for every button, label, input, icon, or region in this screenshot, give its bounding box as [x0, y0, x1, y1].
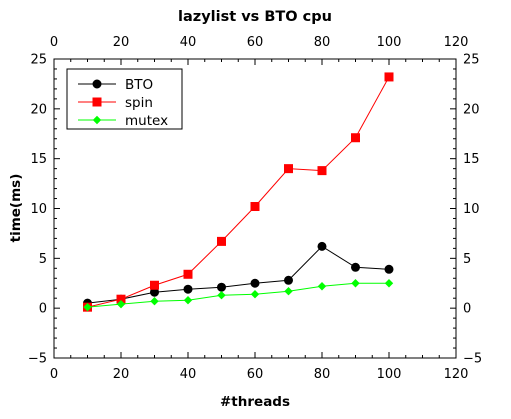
data-point-mutex: [183, 295, 193, 305]
data-point-mutex: [384, 279, 394, 288]
data-point-spin: [217, 236, 226, 246]
y-tick-label-left: 15: [30, 152, 47, 167]
legend: BTO spin mutex: [66, 68, 183, 130]
legend-item-spin: spin: [78, 95, 153, 111]
data-point-mutex: [351, 279, 360, 288]
legend-box: [66, 68, 183, 130]
x-tick-label-top: 80: [314, 35, 331, 50]
legend-label-bto: BTO: [125, 77, 153, 93]
y-tick-label-right: 15: [463, 152, 480, 167]
series-mutex: [83, 279, 394, 312]
x-tick-label-bottom: 0: [50, 367, 58, 382]
data-point-bto: [284, 275, 293, 285]
axis-ticks: [53, 58, 457, 359]
data-point-bto: [250, 278, 260, 288]
y-tick-label-left: 25: [30, 53, 47, 68]
legend-marker-bto: [92, 79, 102, 89]
x-tick-label-top: 120: [444, 35, 469, 50]
y-axis-title: time(ms): [8, 174, 24, 243]
x-tick-label-top: 40: [180, 35, 197, 50]
data-point-mutex: [250, 290, 260, 299]
x-tick-label-top: 20: [113, 35, 130, 50]
series-bto: [83, 241, 394, 308]
x-tick-label-bottom: 40: [180, 367, 197, 382]
y-tick-label-left: 20: [30, 102, 47, 117]
data-point-spin: [351, 133, 360, 143]
x-tick-label-top: 60: [247, 35, 264, 50]
data-point-spin: [250, 202, 260, 212]
legend-item-mutex: mutex: [78, 113, 168, 129]
x-axis-title: #threads: [220, 394, 290, 410]
data-point-bto: [384, 264, 394, 274]
x-tick-label-bottom: 80: [314, 367, 331, 382]
x-tick-label-bottom: 60: [247, 367, 264, 382]
y-tick-label-left: 0: [39, 302, 47, 317]
x-tick-label-top: 100: [377, 35, 402, 50]
chart-title: lazylist vs BTO cpu: [178, 9, 332, 25]
data-point-mutex: [116, 299, 126, 309]
series-line-bto: [87, 245, 390, 304]
y-tick-label-right: 0: [463, 302, 471, 317]
series-line-spin: [87, 76, 390, 308]
data-point-spin: [384, 72, 394, 82]
data-point-mutex: [217, 291, 226, 300]
data-point-spin: [183, 269, 193, 279]
data-point-spin: [150, 280, 159, 290]
data-point-bto: [351, 262, 360, 272]
legend-item-bto: BTO: [78, 77, 153, 93]
data-point-spin: [284, 164, 293, 174]
legend-label-spin: spin: [125, 95, 153, 111]
data-point-spin: [317, 166, 327, 176]
data-point-bto: [217, 282, 226, 292]
y-tick-label-right: 20: [463, 102, 480, 117]
x-tick-label-top: 0: [50, 35, 58, 50]
data-point-bto: [183, 284, 193, 294]
legend-marker-spin: [92, 97, 102, 107]
y-tick-label-right: 10: [463, 202, 480, 217]
y-tick-label-right: 5: [463, 252, 471, 267]
x-tick-label-bottom: 20: [113, 367, 130, 382]
y-tick-label-right: −5: [463, 352, 482, 367]
data-point-mutex: [150, 296, 159, 306]
data-point-mutex: [83, 302, 92, 312]
y-tick-label-left: 5: [39, 252, 47, 267]
data-point-mutex: [317, 282, 327, 291]
data-point-mutex: [284, 287, 293, 296]
legend-label-mutex: mutex: [125, 113, 168, 129]
legend-marker-mutex: [92, 115, 102, 125]
y-tick-label-right: 25: [463, 53, 480, 68]
data-point-bto: [317, 241, 327, 251]
y-tick-label-left: 10: [30, 202, 47, 217]
x-tick-label-bottom: 120: [444, 367, 469, 382]
x-tick-label-bottom: 100: [377, 367, 402, 382]
series-layer: [83, 72, 394, 312]
series-line-mutex: [87, 282, 389, 308]
y-tick-label-left: −5: [28, 352, 47, 367]
